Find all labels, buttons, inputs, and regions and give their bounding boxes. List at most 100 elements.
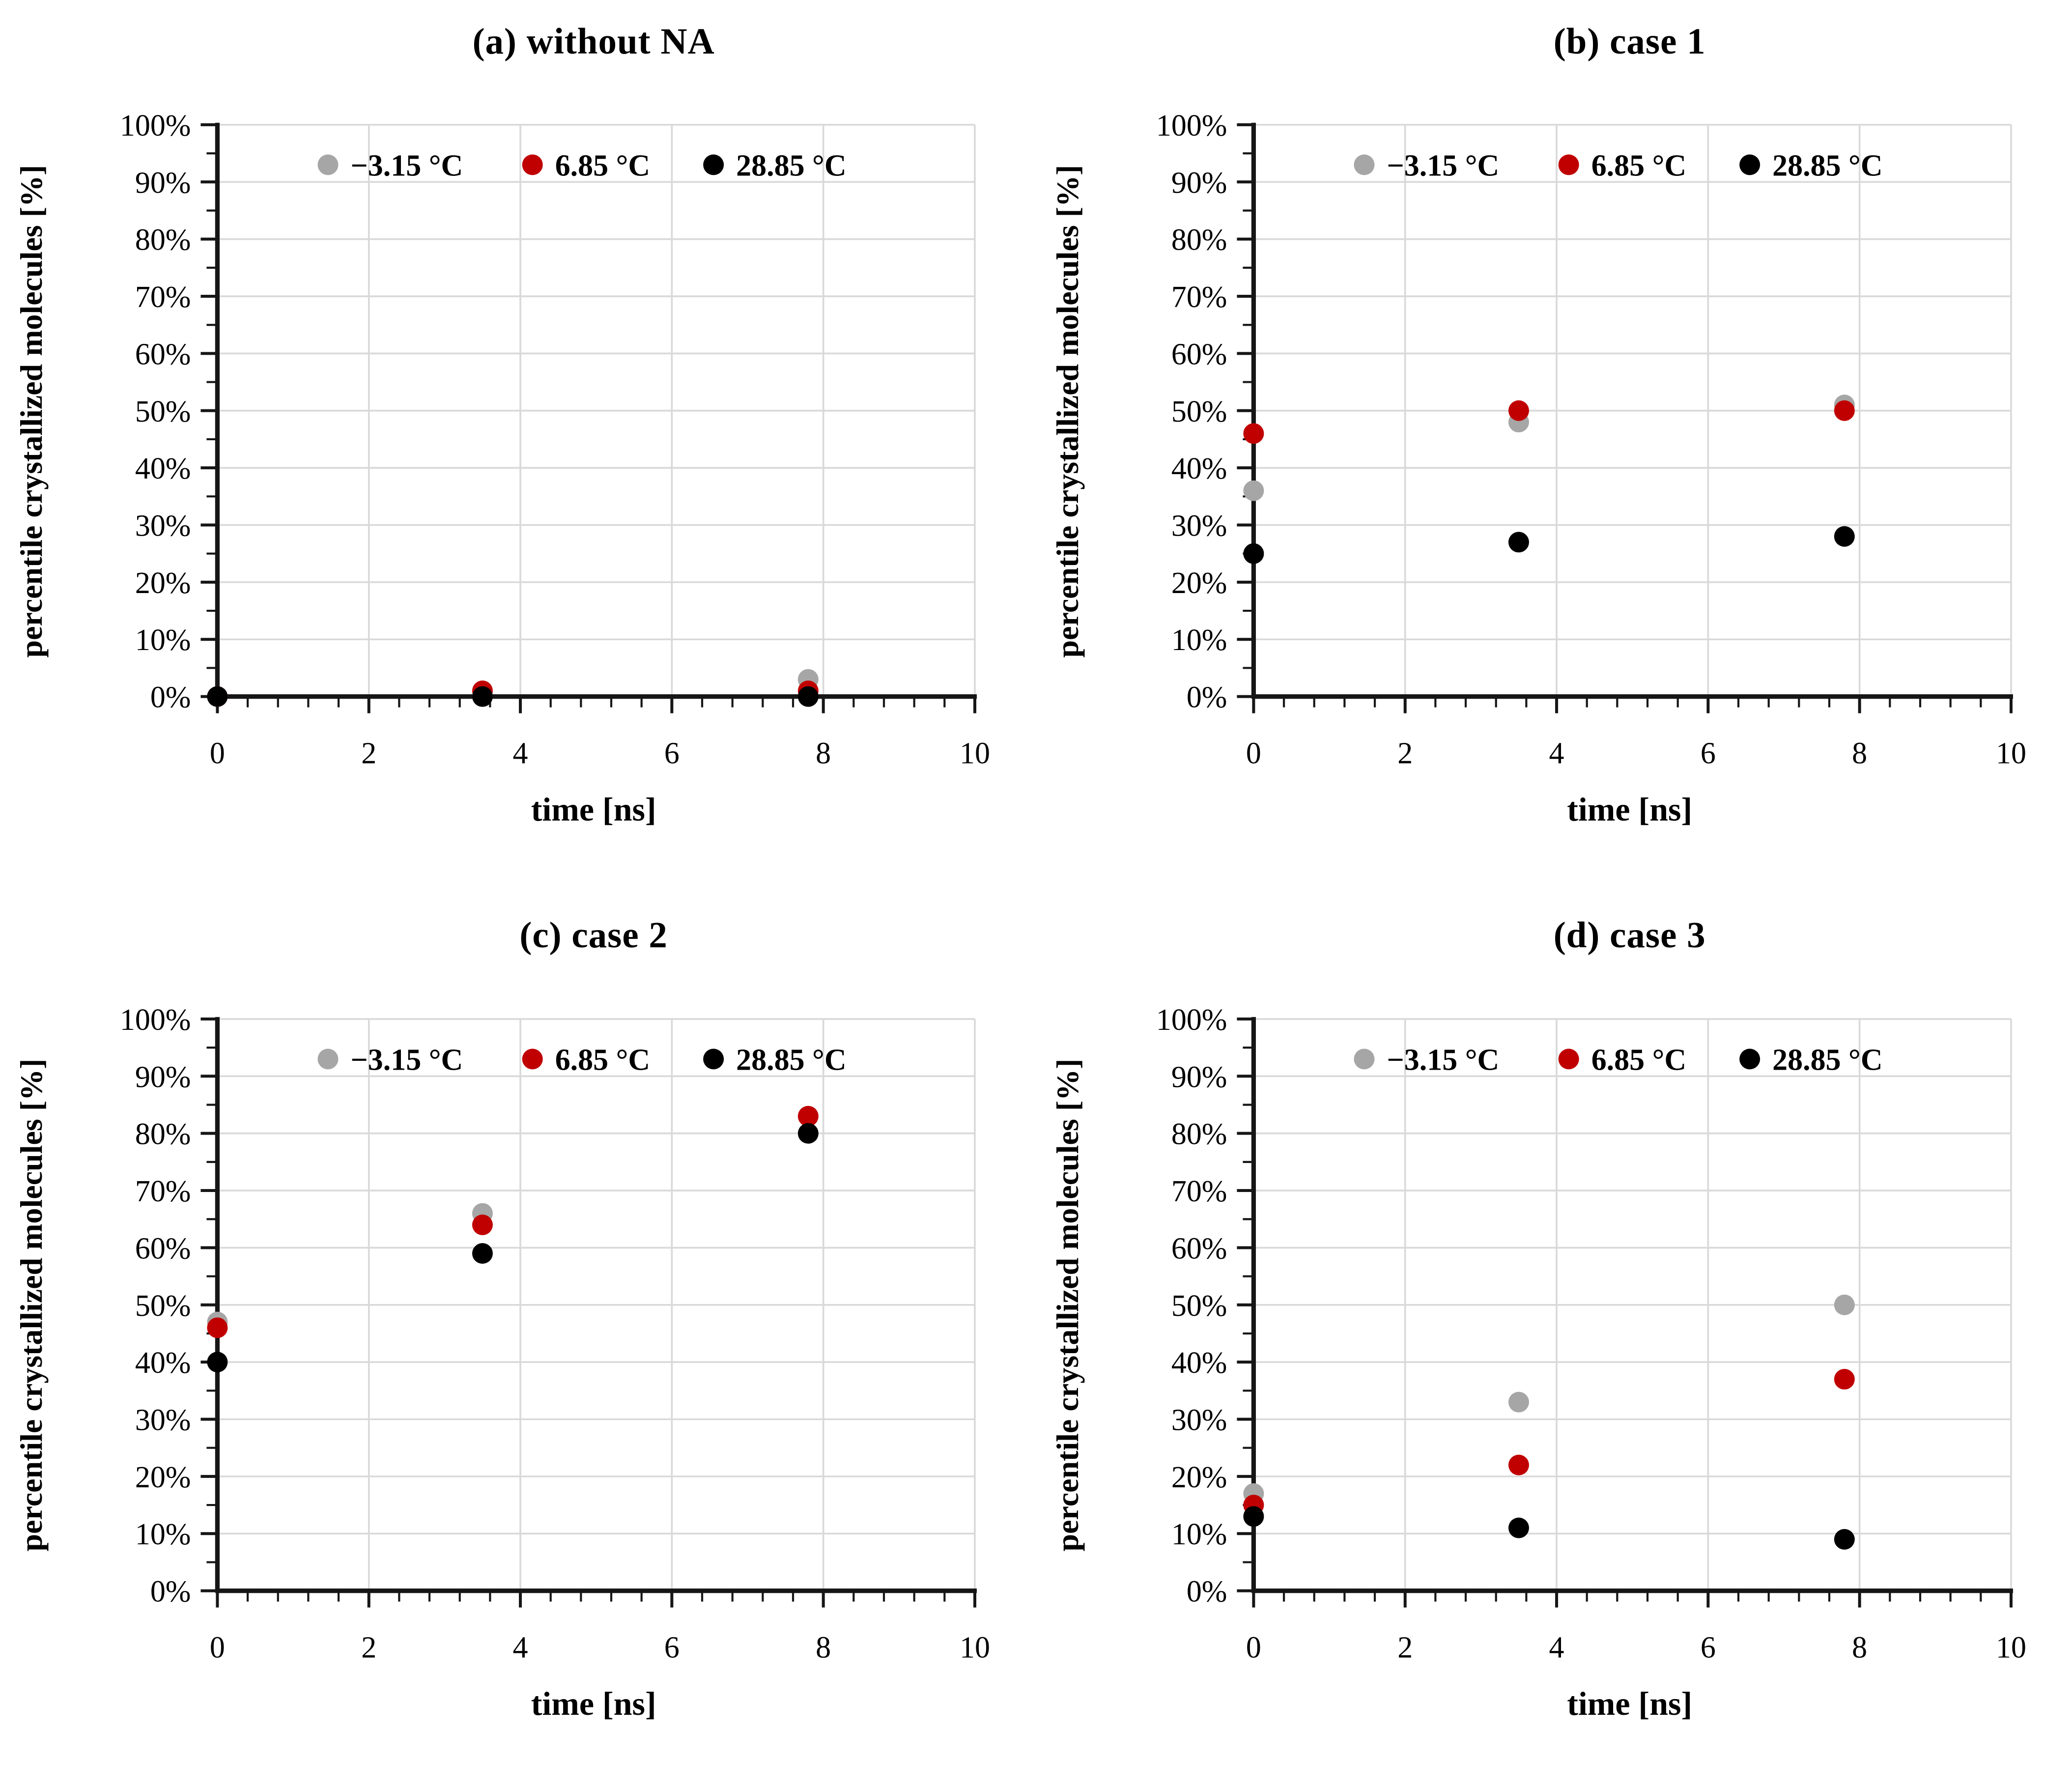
legend-marker-circle-icon [1353,1048,1374,1069]
legend: −3.15 °C 6.85 °C 28.85 °C [317,149,847,182]
y-tick-label: 60% [1171,1232,1227,1265]
data-point [472,1214,493,1235]
gridlines [1253,124,2012,697]
legend-marker-circle-icon [317,154,339,175]
y-tick-label: 100% [1156,1003,1227,1036]
data-points [207,1106,819,1372]
y-tick-labels: 0% 10% 20% 30% 40% 50% 60% 70% 80% 90% 100% [120,109,191,714]
series-6.85 °C [207,680,819,707]
gridlines [217,1018,976,1591]
chart-canvas-b: 0 2 4 6 8 100%10%20%30%40%50%60%70%80%90%100%… [1156,109,2026,770]
x-tick-label: 10 [1996,1631,2026,1664]
legend: −3.15 °C 6.85 °C 28.85 °C [1353,149,1882,182]
legend-label: 6.85 °C [555,1043,650,1077]
x-tick-label: 10 [1996,737,2026,770]
data-point [1834,1294,1855,1315]
x-tick-label: 4 [1549,737,1564,770]
x-tick-label: 2 [1397,1631,1413,1664]
series-28.85 °C [207,686,819,707]
y-tick-label: 80% [135,224,191,257]
x-axis-ticks [216,696,976,713]
x-tick-labels: 0 2 4 6 8 10 [210,737,990,770]
y-tick-label: 10% [135,624,191,657]
x-tick-label: 2 [361,1631,376,1664]
y-tick-label: 70% [1171,1175,1227,1208]
y-tick-label: 90% [135,1060,191,1094]
data-point [1834,526,1855,547]
data-point [207,686,228,707]
y-tick-label: 100% [120,1003,191,1036]
legend-label: 6.85 °C [1591,1043,1686,1077]
data-point [1508,532,1529,553]
data-point [1508,400,1529,421]
x-tick-label: 10 [960,737,990,770]
y-tick-label: 0% [150,681,191,714]
legend-marker-circle-icon [1353,154,1374,175]
legend-label: 28.85 °C [736,1043,846,1077]
x-tick-label: 4 [1549,1631,1564,1664]
y-tick-label: 30% [135,1403,191,1437]
data-points [1243,1294,1855,1550]
x-tick-label: 8 [1852,1631,1867,1664]
y-tick-labels: 0% 10% 20% 30% 40% 50% 60% 70% 80% 90% 100% [1156,1003,1227,1608]
legend-label: 28.85 °C [736,149,846,182]
y-tick-label: 80% [1171,1117,1227,1151]
axes [1251,122,2013,699]
legend-marker-circle-icon [1739,154,1760,175]
chart-canvas-a: 0 2 4 6 8 100%10%20%30%40%50%60%70%80%90%100%… [120,109,990,770]
y-tick-label: 30% [1171,510,1227,543]
data-point [797,686,819,707]
y-tick-label: 10% [1171,1518,1227,1551]
data-point [1834,1529,1855,1550]
y-tick-label: 30% [1171,1403,1227,1437]
y-tick-label: 0% [1186,1575,1227,1608]
x-tick-label: 10 [960,1631,990,1664]
x-tick-label: 8 [1852,737,1867,770]
data-point [1243,480,1264,501]
x-tick-labels: 0 2 4 6 8 10 [1246,737,2026,770]
y-tick-label: 20% [135,567,191,600]
panel-title: (b) case 1 [1553,21,1706,62]
x-tick-label: 0 [210,1631,225,1664]
y-tick-label: 30% [135,510,191,543]
data-points [1243,395,1855,564]
legend-marker-circle-icon [1558,154,1579,175]
data-point [207,1351,228,1372]
legend-marker-circle-icon [522,1048,543,1069]
legend-marker-circle-icon [1558,1048,1579,1069]
y-tick-label: 40% [135,452,191,485]
legend-marker-circle-icon [703,1048,724,1069]
y-tick-label: 50% [135,395,191,428]
legend-label: −3.15 °C [1387,149,1499,182]
y-tick-label: 70% [1171,281,1227,314]
y-tick-label: 60% [1171,338,1227,371]
y-tick-label: 0% [1186,681,1227,714]
panel-c: 0 2 4 6 8 10 0% 10% 20% 30% 40% 50% 60% 70% 80% 90% 100%… [0,894,1036,1788]
y-axis-ticks [200,123,218,698]
series-28.85 °C [1243,1505,1855,1550]
y-tick-label: 0% [150,1575,191,1608]
data-point [1508,1454,1529,1476]
x-tick-label: 4 [513,1631,528,1664]
x-tick-label: 2 [1397,737,1413,770]
y-tick-label: 20% [135,1460,191,1494]
panel-title: (a) without NA [472,21,715,62]
y-tick-labels: 0% 10% 20% 30% 40% 50% 60% 70% 80% 90% 100% [120,1003,191,1608]
data-point [1508,1517,1529,1538]
legend-marker-circle-icon [317,1048,339,1069]
gridlines [217,124,976,697]
y-tick-label: 60% [135,338,191,371]
gridlines [1253,1018,2012,1591]
chart-canvas-c: 0 2 4 6 8 100%10%20%30%40%50%60%70%80%90%100%… [120,1003,990,1664]
legend-label: −3.15 °C [1387,1043,1499,1077]
series-28.85 °C [207,1123,819,1372]
x-tick-label: 0 [1246,737,1261,770]
series-6.85 °C [207,1106,819,1338]
data-point [1508,1391,1529,1413]
series-−3.15 °C [207,1106,819,1333]
legend-marker-circle-icon [703,154,724,175]
x-tick-labels: 0 2 4 6 8 10 [1246,1631,2026,1664]
legend-marker-circle-icon [522,154,543,175]
data-point [1834,400,1855,421]
y-axis-label: percentile crystallized molecules [%] [1050,1059,1085,1552]
